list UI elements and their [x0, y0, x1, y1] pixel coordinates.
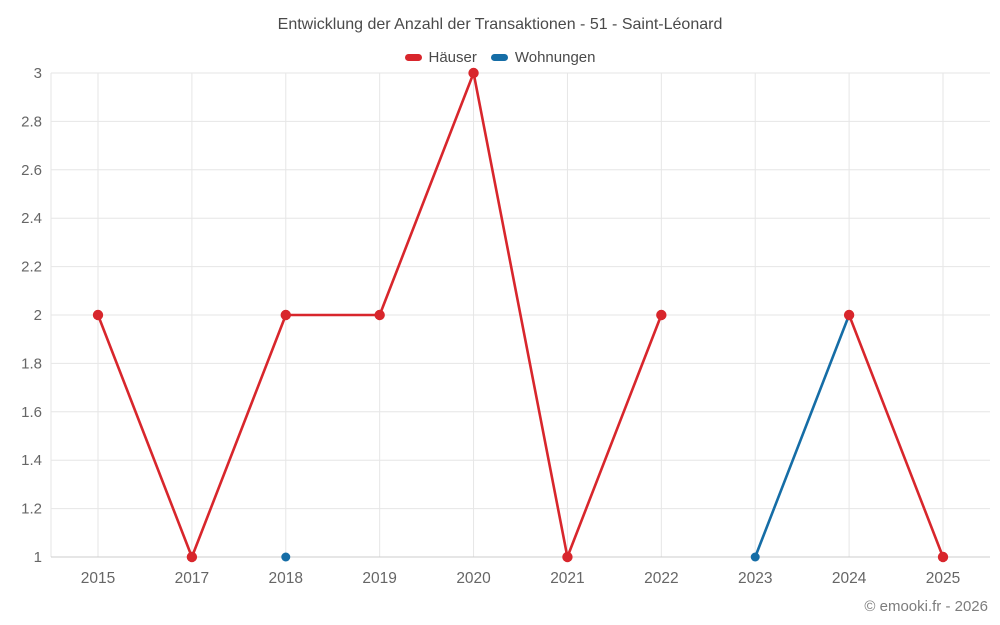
legend-item-wohnungen[interactable]: Wohnungen — [490, 48, 596, 66]
series-marker-haeuser — [937, 551, 949, 563]
series-line-wohnungen — [753, 313, 851, 559]
legend-label-wohnungen: Wohnungen — [514, 48, 596, 66]
y-tick-label: 3 — [34, 65, 42, 82]
x-tick-label: 2025 — [926, 570, 960, 587]
series-marker-wohnungen — [281, 552, 291, 562]
y-tick-label: 2.2 — [21, 259, 42, 276]
series-marker-haeuser — [186, 551, 198, 563]
chart-title: Entwicklung der Anzahl der Transaktionen… — [277, 16, 723, 33]
x-tick-label: 2015 — [81, 570, 115, 587]
series-marker-haeuser — [92, 309, 104, 321]
y-tick-label: 1.4 — [21, 452, 42, 469]
x-tick-label: 2018 — [269, 570, 303, 587]
series-marker-haeuser — [562, 551, 573, 563]
x-tick-label: 2021 — [550, 570, 584, 587]
y-tick-label: 1.6 — [21, 404, 42, 421]
x-tick-label: 2017 — [175, 570, 209, 587]
x-tick-label: 2020 — [456, 570, 491, 587]
wohnungen-series-swatch-icon — [490, 53, 508, 61]
series-marker-haeuser — [374, 309, 385, 321]
series-marker-haeuser — [468, 67, 479, 79]
x-tick-label: 2024 — [832, 570, 867, 587]
copyright-text: © emooki.fr - 2026 — [864, 598, 988, 615]
x-tick-label: 2023 — [738, 570, 772, 587]
legend-label-haeuser: Häuser — [428, 48, 477, 66]
series-marker-haeuser — [656, 309, 667, 321]
y-tick-label: 2.6 — [21, 162, 42, 179]
legend: Häuser Wohnungen — [0, 46, 1000, 68]
haeuser-series-swatch-icon — [404, 53, 422, 61]
series-marker-haeuser — [843, 309, 855, 321]
legend-item-haeuser[interactable]: Häuser — [404, 48, 477, 66]
y-tick-label: 2.8 — [21, 113, 42, 130]
series-marker-wohnungen — [750, 552, 760, 562]
y-tick-label: 2.4 — [21, 210, 42, 227]
x-tick-label: 2019 — [362, 570, 396, 587]
y-tick-label: 1.2 — [21, 501, 42, 518]
y-tick-label: 1.8 — [21, 355, 42, 372]
x-tick-label: 2022 — [644, 570, 678, 587]
y-tick-label: 2 — [34, 307, 42, 324]
y-tick-label: 1 — [34, 549, 42, 566]
series-marker-haeuser — [280, 309, 291, 321]
